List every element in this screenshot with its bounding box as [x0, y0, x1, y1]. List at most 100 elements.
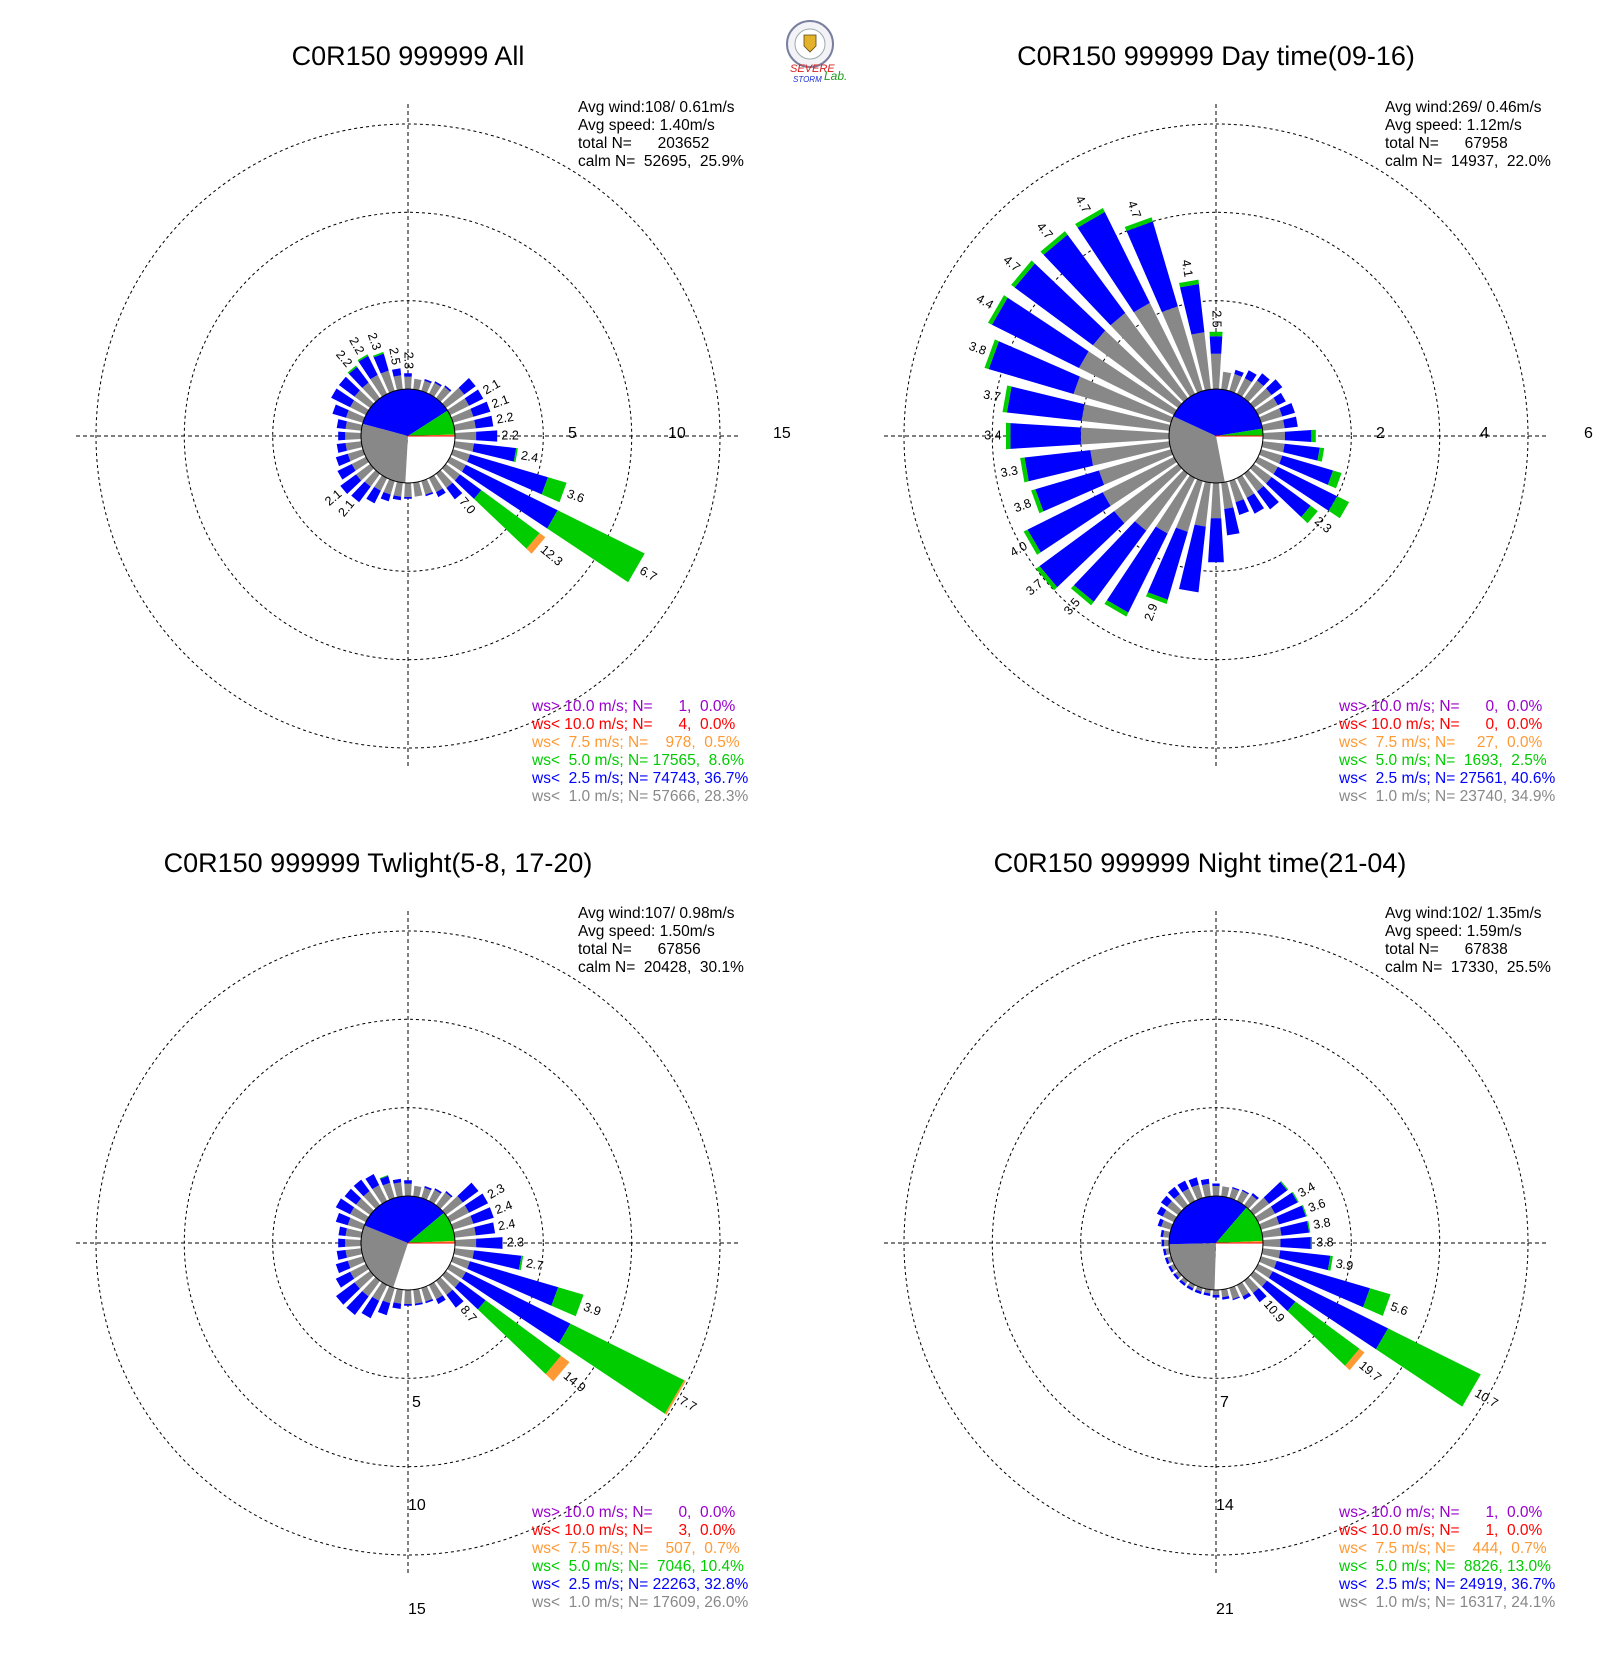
bar-segment-blue	[1167, 1186, 1180, 1199]
bar-segment-blue	[1164, 1257, 1170, 1265]
bar-segment-gray	[347, 1217, 365, 1230]
bar-segment-gray	[370, 374, 388, 397]
bar-segment-green	[347, 365, 357, 374]
bar-segment-gray	[1243, 1195, 1258, 1209]
bar-value-label: 4.7	[1001, 253, 1023, 275]
bar-value-label: 2.3	[485, 1181, 507, 1202]
bar-value-label: 2.4	[493, 1198, 514, 1217]
bar-segment-blue	[1179, 524, 1206, 593]
bar-segment-green	[1145, 592, 1168, 604]
bar-value-label: 14.9	[561, 1369, 589, 1395]
bar-segment-blue	[445, 1191, 453, 1198]
severe-storm-lab-logo: SEVERE STORM Lab.	[786, 20, 847, 84]
bar-segment-blue	[1163, 1248, 1167, 1256]
calm-pie-orange	[1216, 1240, 1264, 1243]
bar-segment-blue	[464, 389, 484, 406]
bar-segment-gray	[428, 1189, 441, 1204]
bar-value-label: 10.7	[1472, 1386, 1500, 1410]
bar-segment-gray	[351, 456, 369, 471]
bar-segment-blue	[1235, 499, 1249, 515]
bar-segment-gray	[393, 481, 403, 497]
bar-segment-blue	[476, 1237, 503, 1249]
bar-segment-gray	[1161, 306, 1203, 393]
bar-segment-blue	[366, 486, 381, 504]
calm-pie-outline	[1168, 1195, 1264, 1291]
ring-label: 15	[408, 1601, 426, 1618]
bar-segment-gray	[454, 1238, 477, 1248]
bar-segment-gray	[1110, 312, 1189, 402]
bar-segment-blue	[454, 1281, 486, 1310]
bar-segment-blue	[464, 1193, 489, 1213]
total-n-stat: total N= 67856	[578, 941, 701, 958]
bar-segment-green	[1011, 260, 1035, 288]
bar-segment-blue	[1284, 430, 1312, 442]
bar-segment-blue	[444, 385, 452, 392]
bar-segment-blue	[1024, 450, 1093, 482]
calm-pie-outline	[360, 388, 456, 484]
calm-n-stat: calm N= 20428, 30.1%	[578, 959, 744, 976]
bar-segment-gray	[393, 1182, 403, 1198]
bar-segment-gray	[1194, 481, 1211, 527]
bar-segment-gray	[354, 1270, 374, 1289]
ring-label: 21	[1216, 1601, 1234, 1618]
bar-segment-blue	[425, 1299, 434, 1304]
legend-item: ws< 1.0 m/s; N= 57666, 28.3%	[531, 788, 748, 805]
bar-value-label: 19.7	[1356, 1358, 1384, 1384]
bar-segment-gray	[442, 387, 465, 409]
bar-segment-blue	[1160, 1195, 1172, 1207]
bar-segment-gray	[393, 1288, 403, 1304]
bar-segment-gray	[372, 1282, 388, 1301]
avg-wind-stat: Avg wind:108/ 0.61m/s	[578, 99, 735, 116]
legend-item: ws< 2.5 m/s; N= 24919, 36.7%	[1338, 1576, 1555, 1593]
bar-segment-blue	[1077, 211, 1150, 313]
bar-segment-blue	[1027, 492, 1111, 553]
bar-segment-gray	[1221, 481, 1234, 509]
bar-value-label: 2.3	[365, 331, 384, 352]
bar-segment-blue	[1251, 1193, 1259, 1200]
bar-segment-gray	[1229, 479, 1244, 503]
bar-segment-gray	[1229, 374, 1242, 393]
bar-segment-gray	[362, 1277, 381, 1297]
bar-segment-gray	[453, 1227, 476, 1238]
bar-segment-gray	[1090, 441, 1171, 466]
bar-segment-gray	[404, 1183, 412, 1197]
bar-segment-blue	[1266, 477, 1311, 518]
bar-segment-blue	[373, 353, 389, 374]
bar-value-label: 2.4	[497, 1216, 517, 1233]
bar-segment-green	[1075, 208, 1105, 228]
bar-segment-blue	[351, 481, 371, 503]
bar-segment-gray	[1080, 427, 1170, 445]
bar-segment-blue	[404, 497, 412, 499]
bar-segment-gray	[1073, 376, 1173, 423]
bar-segment-green	[559, 1323, 685, 1414]
panel-day-time: 2.32.93.53.74.03.83.33.43.73.84.44.74.74…	[884, 41, 1593, 805]
calm-pie-blue	[362, 389, 448, 436]
bar-segment-green	[1291, 1191, 1299, 1203]
bar-segment-blue	[476, 430, 498, 442]
bar-segment-gray	[1167, 1201, 1182, 1216]
bar-segment-gray	[345, 1228, 363, 1238]
bar-value-label: 2.9	[1142, 602, 1161, 623]
bar-segment-gray	[421, 380, 432, 393]
calm-pie-gray	[360, 423, 408, 483]
bar-segment-blue	[1283, 443, 1320, 461]
bar-segment-gray	[1255, 456, 1278, 475]
bar-segment-gray	[1176, 479, 1203, 532]
bar-segment-blue	[1014, 263, 1106, 346]
bar-segment-blue	[474, 1222, 496, 1236]
bar-segment-gray	[453, 1248, 474, 1259]
bar-segment-blue	[414, 1302, 423, 1306]
bar-segment-orange	[664, 1380, 686, 1415]
avg-wind-stat: Avg wind:269/ 0.46m/s	[1385, 99, 1542, 116]
bar-segment-gray	[1221, 1288, 1229, 1298]
bar-segment-gray	[1210, 482, 1222, 519]
bar-segment-blue	[424, 379, 432, 384]
bar-segment-blue	[1280, 1237, 1311, 1249]
bar-segment-gray	[363, 1191, 381, 1209]
bar-segment-gray	[1262, 1238, 1281, 1248]
bar-segment-blue	[1261, 1280, 1296, 1312]
bar-segment-blue	[336, 1250, 347, 1260]
bar-segment-blue	[1006, 386, 1085, 421]
ring-label: 7	[1220, 1394, 1229, 1411]
